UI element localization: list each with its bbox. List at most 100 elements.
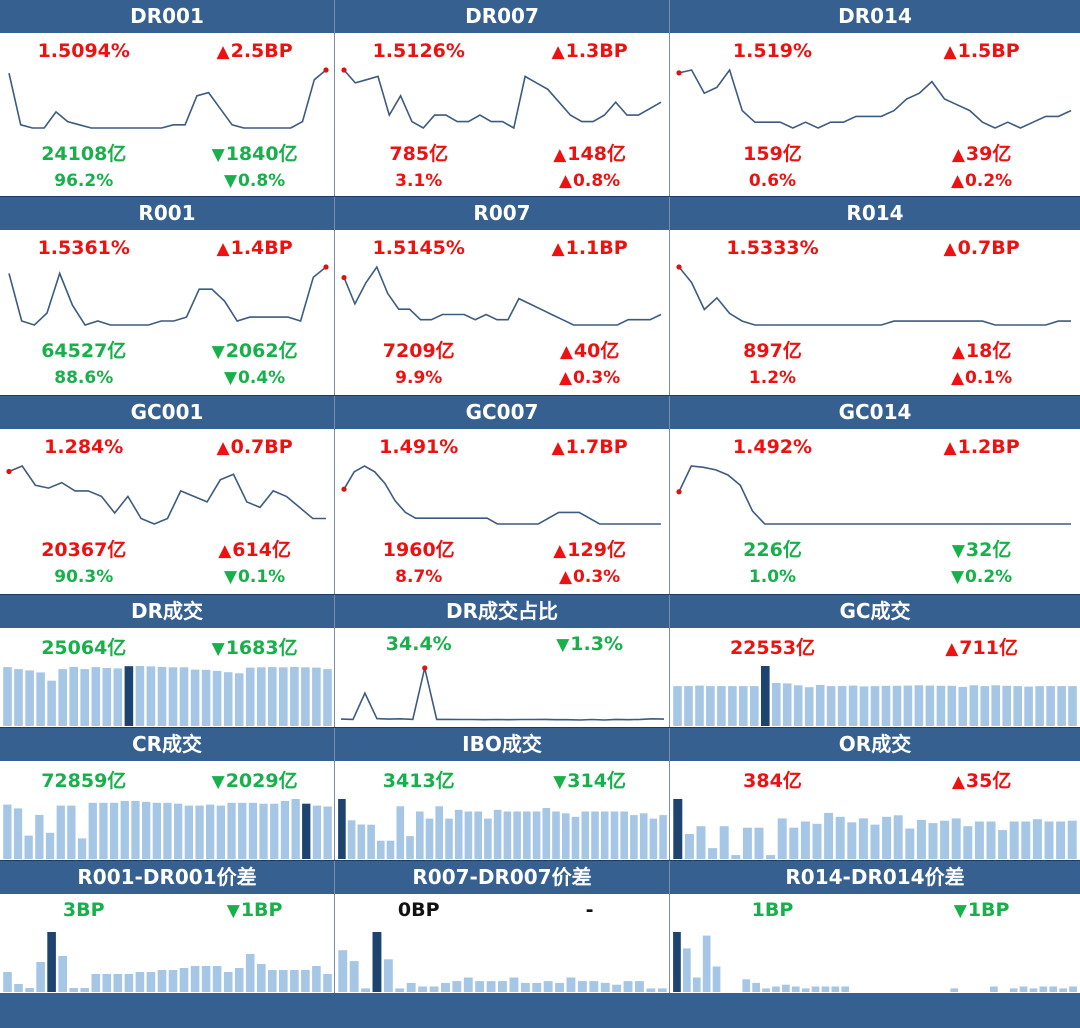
- bar: [474, 811, 482, 859]
- panel-9: DR成交 25064亿 ▼1683亿: [0, 595, 335, 727]
- bar: [418, 986, 428, 992]
- bar: [179, 968, 189, 992]
- total-change-text: 711亿: [959, 637, 1018, 659]
- panel-12: CR成交 72859亿 ▼2029亿: [0, 728, 335, 860]
- panel-6: GC001 1.284% ▲0.7BP 20367亿 ▲614亿 90.3% ▼0.1%: [0, 396, 335, 594]
- total-change-text: 314亿: [567, 770, 626, 792]
- rate-change-text: 0.7BP: [957, 237, 1020, 259]
- rate-change: ▲1.4BP: [217, 237, 293, 259]
- series-line: [678, 68, 1072, 129]
- bar: [88, 802, 97, 860]
- bar: [498, 981, 507, 992]
- bar: [36, 962, 45, 992]
- bar: [742, 827, 752, 859]
- total-change: ▼1BP: [227, 899, 283, 921]
- bar: [520, 982, 530, 992]
- bar: [396, 806, 405, 859]
- bar: [739, 686, 748, 726]
- bar: [683, 948, 691, 992]
- bar: [58, 669, 67, 726]
- bar: [543, 981, 553, 992]
- volume-change: ▼32亿: [952, 535, 1012, 562]
- rate-value: 1.5126%: [372, 40, 465, 62]
- total-change-text: 2029亿: [225, 770, 298, 792]
- bar: [367, 824, 375, 859]
- bar: [712, 966, 721, 992]
- panel-title: R001: [0, 197, 334, 230]
- bar: [190, 966, 200, 992]
- panel-title: R001-DR001价差: [0, 861, 334, 894]
- total-change: ▼2029亿: [212, 766, 298, 793]
- bar-highlight: [47, 932, 56, 992]
- bar: [1009, 821, 1019, 859]
- share-change-text: 0.2%: [965, 171, 1013, 191]
- bar: [928, 823, 938, 859]
- total-value: 3413亿: [382, 770, 455, 792]
- arrow-up-icon: ▲: [551, 42, 565, 62]
- share-value: 1.2%: [748, 368, 797, 388]
- bar: [600, 982, 610, 992]
- bar: [892, 685, 902, 726]
- bar: [248, 802, 258, 860]
- bar: [947, 685, 957, 726]
- bar: [113, 974, 123, 992]
- row-separator: [0, 196, 1080, 197]
- bar: [25, 988, 34, 992]
- bar: [882, 816, 892, 859]
- bar: [168, 970, 178, 992]
- bar: [1057, 686, 1066, 726]
- arrow-down-icon: ▼: [553, 772, 567, 792]
- bar: [649, 818, 658, 859]
- panel-15: R001-DR001价差 3BP ▼1BP: [0, 861, 335, 993]
- bar: [179, 667, 189, 726]
- bar: [234, 968, 244, 992]
- bar: [377, 840, 385, 859]
- bar: [441, 982, 450, 992]
- bar: [1002, 685, 1011, 726]
- row-separator: [0, 395, 1080, 396]
- panel-title: GC001: [0, 396, 334, 429]
- total-change-text: 1.3%: [570, 633, 623, 655]
- panel-title: CR成交: [0, 728, 334, 761]
- bar: [135, 666, 145, 726]
- line-chart: [341, 265, 662, 326]
- bar-chart: [338, 932, 667, 992]
- bar: [804, 687, 814, 726]
- bar: [102, 668, 112, 726]
- panel-title: R014-DR014价差: [670, 861, 1080, 894]
- bar-chart: [673, 799, 1077, 860]
- bar: [142, 801, 151, 859]
- bar: [1029, 988, 1038, 992]
- bar: [719, 826, 729, 859]
- bar: [812, 823, 822, 859]
- bar: [3, 972, 12, 992]
- bar-chart: [3, 799, 332, 860]
- bar: [383, 959, 393, 992]
- bar: [347, 820, 356, 859]
- series-line: [340, 667, 665, 721]
- arrow-down-icon: ▼: [953, 901, 967, 921]
- bar: [245, 667, 255, 726]
- total-change-text: 35亿: [965, 770, 1012, 792]
- bar-highlight: [338, 799, 346, 859]
- rate-change-text: 1.5BP: [957, 40, 1020, 62]
- total-change: ▼1BP: [954, 899, 1010, 921]
- bar: [870, 824, 880, 859]
- bar: [425, 818, 434, 859]
- bar: [793, 685, 803, 726]
- arrow-up-icon: ▲: [559, 342, 573, 362]
- bar: [146, 972, 156, 992]
- line-chart: [8, 67, 329, 129]
- bar: [14, 669, 23, 726]
- bar: [1032, 819, 1042, 859]
- rate-change-text: 0.7BP: [230, 436, 293, 458]
- bar: [552, 811, 560, 859]
- row-separator: [0, 860, 1080, 861]
- panel-title: R014: [670, 197, 1080, 230]
- bar: [969, 685, 979, 726]
- bar: [212, 670, 222, 726]
- bar: [766, 855, 776, 859]
- panel-title: OR成交: [670, 728, 1080, 761]
- volume-value: 1960亿: [382, 539, 455, 561]
